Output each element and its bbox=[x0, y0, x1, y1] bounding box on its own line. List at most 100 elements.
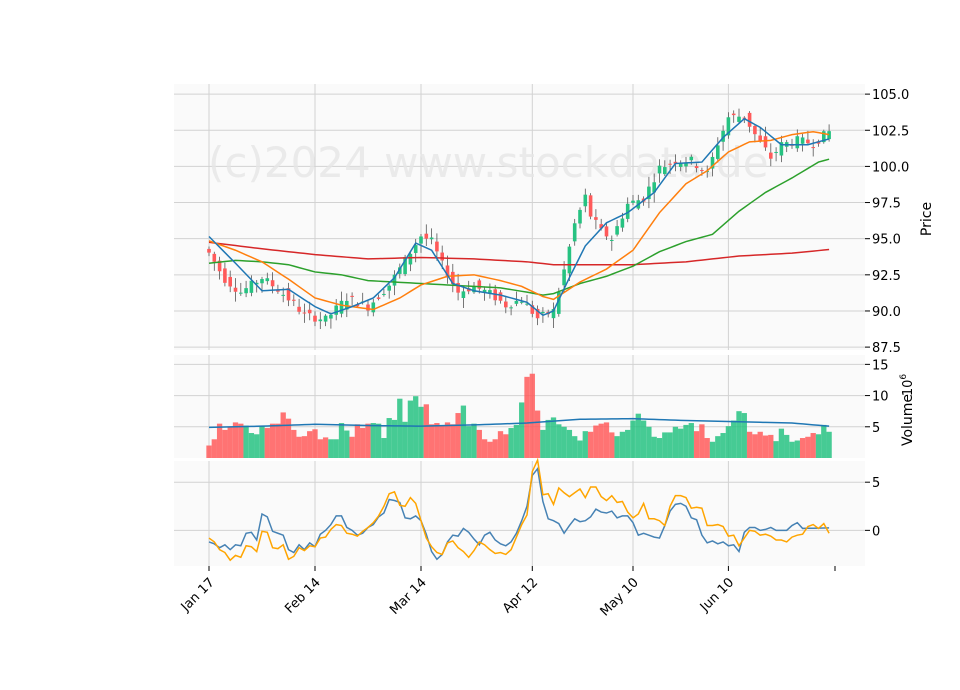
candle-up bbox=[557, 292, 561, 314]
candle-up bbox=[239, 292, 243, 294]
volume-bar bbox=[635, 413, 641, 458]
candle-up bbox=[429, 237, 434, 240]
candle-up bbox=[329, 314, 333, 319]
candle-down bbox=[366, 304, 370, 311]
candle-up bbox=[334, 305, 338, 315]
volume-bar bbox=[784, 434, 790, 458]
candle-up bbox=[652, 182, 656, 193]
candle-up bbox=[583, 194, 588, 207]
volume-axis-label: Volume bbox=[900, 394, 916, 446]
candle-up bbox=[398, 267, 402, 274]
volume-bar bbox=[688, 423, 694, 458]
price-tick-label: 105.0 bbox=[872, 88, 909, 103]
candle-down bbox=[276, 290, 280, 292]
volume-bar bbox=[773, 441, 779, 458]
volume-bar bbox=[402, 421, 408, 458]
price-axis-label: Price bbox=[919, 202, 935, 236]
candle-up bbox=[551, 309, 556, 319]
volume-bar bbox=[709, 441, 716, 458]
candle-up bbox=[472, 286, 476, 293]
candle-up bbox=[647, 186, 651, 200]
volume-bar bbox=[349, 436, 355, 458]
volume-bar bbox=[418, 406, 424, 458]
volume-bar bbox=[216, 423, 223, 458]
ma-long-line bbox=[208, 241, 830, 266]
volume-bar bbox=[397, 398, 403, 458]
candle-down bbox=[747, 112, 752, 127]
volume-scale-label: 106 bbox=[899, 374, 916, 397]
candle-up bbox=[567, 246, 572, 274]
volume-bar bbox=[322, 437, 329, 458]
volume-bar bbox=[370, 423, 376, 458]
candle-up bbox=[254, 282, 259, 285]
volume-bar bbox=[704, 438, 710, 458]
volume-bar bbox=[492, 439, 498, 458]
volume-bar bbox=[805, 436, 811, 458]
candle-up bbox=[382, 293, 386, 295]
ma-fast-line bbox=[208, 117, 830, 317]
candle-down bbox=[440, 252, 444, 261]
volume-bar bbox=[296, 436, 302, 458]
candle-down bbox=[604, 226, 609, 237]
volume-bar bbox=[529, 373, 535, 458]
volume-bar bbox=[577, 440, 583, 458]
candle-up bbox=[488, 290, 492, 294]
candle-up bbox=[519, 301, 524, 303]
volume-bar bbox=[762, 435, 769, 458]
candle-down bbox=[673, 161, 678, 164]
volume-bar bbox=[444, 422, 451, 458]
volume-bar bbox=[466, 426, 472, 458]
x-tick-label: Apr 12 bbox=[500, 575, 541, 616]
volume-bar bbox=[561, 426, 567, 458]
volume-bar bbox=[598, 423, 604, 458]
candle-down bbox=[207, 248, 211, 253]
volume-bar bbox=[799, 438, 806, 458]
volume-bar bbox=[434, 423, 440, 458]
volume-bar bbox=[508, 428, 514, 458]
candle-down bbox=[498, 292, 503, 301]
candle-up bbox=[260, 279, 264, 284]
candle-down bbox=[350, 295, 354, 297]
volume-bar bbox=[725, 426, 732, 458]
volume-bar bbox=[587, 431, 594, 458]
volume-bar bbox=[556, 424, 562, 458]
volume-bar bbox=[481, 439, 488, 458]
volume-bar bbox=[603, 422, 610, 458]
price-tick-label: 95.0 bbox=[872, 233, 901, 248]
volume-bar bbox=[810, 433, 816, 458]
candle-up bbox=[514, 300, 519, 304]
osc2-line bbox=[208, 457, 830, 562]
candle-up bbox=[663, 167, 667, 175]
candle-up bbox=[774, 151, 778, 153]
candle-up bbox=[631, 200, 635, 203]
candle-down bbox=[504, 301, 508, 308]
volume-tick-label: 10 bbox=[872, 390, 889, 405]
candle-up bbox=[578, 209, 582, 224]
volume-tick-label: 5 bbox=[872, 421, 880, 436]
candle-up bbox=[795, 136, 800, 149]
candle-down bbox=[700, 169, 704, 171]
volume-bar bbox=[206, 445, 212, 458]
volume-bar bbox=[736, 411, 742, 458]
volume-bar bbox=[248, 433, 255, 458]
volume-bar bbox=[259, 425, 265, 458]
panel-osc-background bbox=[174, 461, 865, 566]
volume-bar bbox=[450, 424, 456, 458]
volume-bar bbox=[360, 428, 366, 458]
candle-down bbox=[668, 163, 672, 165]
candle-down bbox=[731, 113, 736, 116]
volume-bar bbox=[354, 424, 361, 458]
volume-bar bbox=[550, 417, 557, 458]
volume-bar bbox=[640, 420, 647, 458]
volume-bar bbox=[428, 424, 435, 458]
volume-tick-label: 15 bbox=[872, 358, 889, 373]
candle-up bbox=[620, 218, 625, 228]
candle-up bbox=[387, 285, 391, 291]
candle-down bbox=[811, 147, 815, 149]
candle-down bbox=[588, 195, 593, 217]
volume-bar bbox=[678, 428, 684, 458]
volume-bar bbox=[667, 432, 673, 458]
volume-bar bbox=[238, 423, 244, 458]
candle-down bbox=[806, 139, 810, 144]
volume-bar bbox=[534, 410, 541, 458]
